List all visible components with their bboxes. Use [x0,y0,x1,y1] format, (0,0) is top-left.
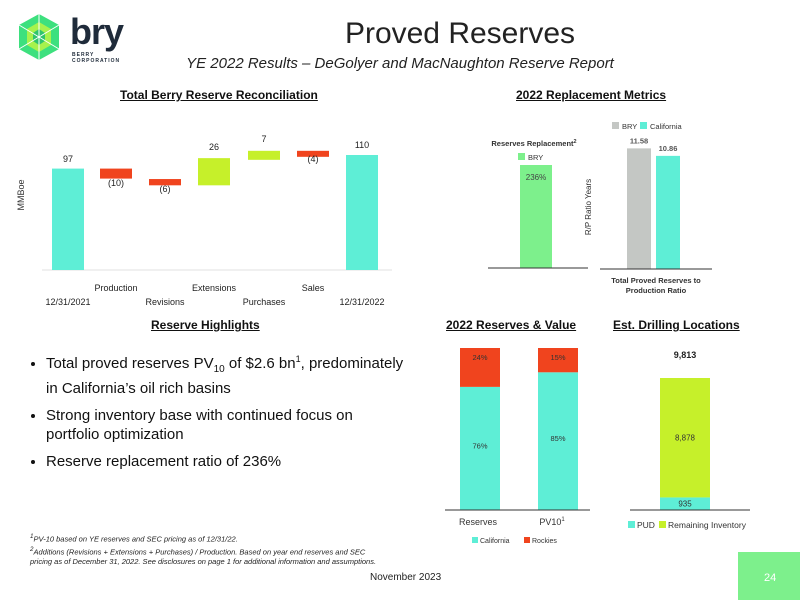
replacement-bar [520,165,552,268]
waterfall-category-label: 12/31/2022 [339,297,384,307]
stack-segment-label: 76% [472,441,487,450]
reserves-replacement-chart: Reserves Replacement2 BRY 236% [488,139,588,269]
rp-legend-swatch-bry [612,122,619,129]
replacement-bar-label: 236% [526,173,546,182]
waterfall-value-label: (6) [160,184,171,194]
rp-bar-label: 11.58 [630,136,648,145]
page-number-box [738,552,800,600]
footnotes: 1PV-10 based on YE reserves and SEC pric… [30,532,380,567]
reserves-value-category-pv10: PV101 [539,517,565,527]
logo-subtext: BERRY CORPORATION [72,52,132,64]
drilling-locations-chart: 9,813 935 8,878 PUD Remaining Inventory [628,350,750,530]
logo-icon [18,14,60,60]
rp-bar-california [656,155,680,269]
waterfall-value-label: (10) [108,178,124,188]
waterfall-bar-extensions [198,158,230,186]
waterfall-category-label: Sales [302,283,325,293]
drilling-legend-remaining: Remaining Inventory [668,520,747,530]
rp-ratio-chart: BRY California R/P Ratio Years 11.58 10.8… [584,122,712,295]
stack-segment-rockies [538,348,578,373]
stack-segment-label: 85% [550,434,565,443]
reserves-value-legend-rockies: Rockies [532,538,557,545]
stack-segment-label: 15% [550,353,565,362]
footnote-2: 2Additions (Revisions + Extensions + Pur… [30,545,377,567]
rp-legend-label-bry: BRY [622,122,637,131]
waterfall-value-label: 26 [209,142,219,152]
waterfall-category-label: 12/31/2021 [45,297,90,307]
rp-bar-label: 10.86 [659,144,678,153]
page-number: 24 [764,572,777,584]
stack-segment-rockies [460,348,500,387]
rp-legend-label-california: California [650,122,683,131]
stack-segment-label: 24% [472,353,487,362]
drilling-segment-pud [660,497,710,510]
rp-y-axis-label: R/P Ratio Years [584,179,593,235]
reserves-value-legend-california: California [480,538,510,545]
heading-drilling: Est. Drilling Locations [613,318,740,332]
heading-reserves-value: 2022 Reserves & Value [446,318,577,332]
waterfall-category-label: Purchases [243,297,286,307]
logo-sub-line1: BERRY [72,52,95,58]
stack-segment-california [538,372,578,510]
drilling-segment-label: 935 [678,500,692,509]
stack-segment-california [460,386,500,510]
waterfall-category-label: Revisions [145,297,185,307]
waterfall-value-label: 110 [355,140,369,150]
drilling-legend-pud: PUD [637,520,655,530]
rp-bar-bry [627,148,651,269]
drilling-legend-swatch-remaining [659,521,666,528]
reserves-value-category-reserves: Reserves [459,517,498,527]
rp-category-label-line1: Total Proved Reserves to [611,276,701,285]
reserves-value-chart: 76% 24% 85% 15% Reserves PV101 California R… [445,348,590,545]
waterfall-category-label: Production [94,283,137,293]
heading-replacement: 2022 Replacement Metrics [516,88,667,102]
drilling-segment-label: 8,878 [675,434,696,443]
highlights-list: Total proved reserves PV10 of $2.6 bn1, … [30,350,406,479]
waterfall-bar-revisions [149,179,181,186]
highlight-item-inventory: Strong inventory base with continued foc… [46,406,406,444]
heading-reconciliation: Total Berry Reserve Reconciliation [120,88,318,102]
waterfall-bar-purchases [248,150,280,160]
page-subtitle: YE 2022 Results – DeGolyer and MacNaught… [186,55,614,72]
waterfall-bar-12-31-2021 [52,168,84,270]
waterfall-bar-12-31-2022 [346,155,378,270]
heading-highlights: Reserve Highlights [151,318,260,332]
reserves-value-legend-swatch-california [472,537,478,543]
reserves-value-legend-swatch-rockies [524,537,530,543]
replacement-legend-label: BRY [528,153,543,162]
drilling-legend-swatch-pud [628,521,635,528]
waterfall-bar-sales [297,150,329,157]
logo-wordmark: bry [70,11,124,52]
footnote-1: 1PV-10 based on YE reserves and SEC pric… [30,533,238,544]
page-title: Proved Reserves [344,17,576,50]
waterfall-value-label: 97 [63,154,73,164]
waterfall-y-axis-label: MMBoe [16,179,26,210]
reserve-reconciliation-chart: MMBoe 97 12/31/2021 (10) Production (6) Revis… [16,134,392,307]
highlight-item-replacement: Reserve replacement ratio of 236% [46,452,406,471]
footer-date: November 2023 [370,572,442,583]
drilling-total-label: 9,813 [674,350,697,360]
replacement-title: Reserves Replacement2 [491,139,576,148]
rp-category-label-line2: Production Ratio [626,286,687,295]
waterfall-category-label: Extensions [192,283,237,293]
highlight-item-pv10: Total proved reserves PV10 of $2.6 bn1, … [46,350,406,398]
waterfall-bar-production [100,168,132,179]
waterfall-value-label: (4) [308,154,319,164]
replacement-legend-swatch [518,153,525,160]
drilling-segment-remaining-inventory [660,378,710,498]
rp-legend-swatch-california [640,122,647,129]
waterfall-value-label: 7 [261,134,266,144]
logo-sub-line2: CORPORATION [72,58,121,64]
